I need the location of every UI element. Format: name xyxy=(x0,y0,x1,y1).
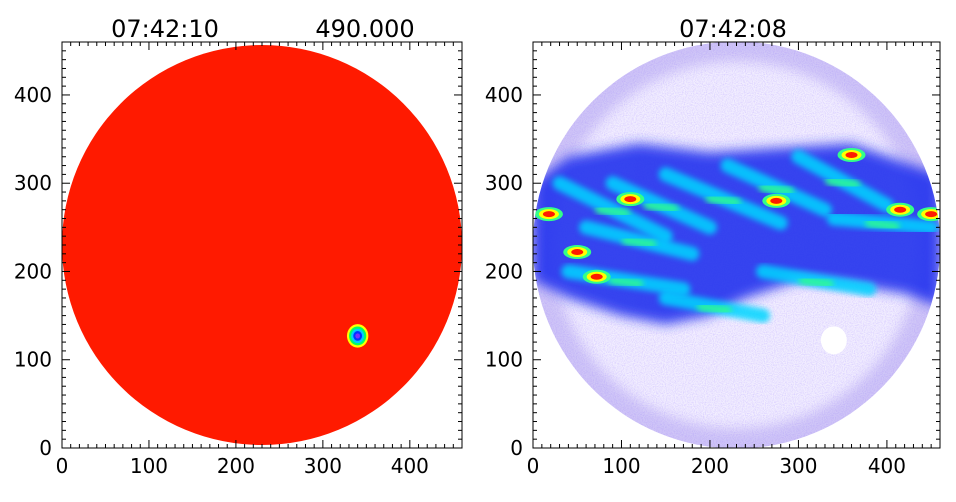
right-image xyxy=(533,41,940,449)
y-tick-label: 200 xyxy=(14,259,52,283)
aurora-core xyxy=(608,276,644,288)
x-tick-label: 0 xyxy=(527,454,540,478)
aurora-core xyxy=(759,183,794,196)
y-tick-label: 100 xyxy=(14,348,52,372)
hot-spot xyxy=(770,197,783,204)
aurora-core xyxy=(705,194,741,207)
hot-spot xyxy=(925,211,938,218)
left-disc xyxy=(62,45,462,445)
aurora-core xyxy=(798,276,834,288)
aurora-core xyxy=(697,302,732,315)
aurora-core xyxy=(644,201,679,213)
hot-spot xyxy=(542,211,555,218)
x-tick-label: 200 xyxy=(691,454,729,478)
y-tick-label: 100 xyxy=(485,348,523,372)
y-tick-label: 0 xyxy=(510,436,523,460)
y-tick-label: 0 xyxy=(39,436,52,460)
right-title-time: 07:42:08 xyxy=(679,15,787,43)
aurora-core xyxy=(825,177,860,189)
blank-spot xyxy=(820,326,847,355)
x-tick-label: 200 xyxy=(217,454,255,478)
y-tick-label: 300 xyxy=(485,171,523,195)
marker-ring xyxy=(355,333,360,339)
hot-spot xyxy=(624,196,637,203)
left-axes: 0 100 200 300 400 0 100 200 300 400 xyxy=(14,41,463,478)
x-tick-label: 400 xyxy=(391,454,429,478)
hot-spot xyxy=(845,151,858,158)
left-panel: 07:42:10 490.000 0 100 200 300 400 0 100 200 300… xyxy=(14,15,463,478)
aurora-core xyxy=(595,205,630,218)
aurora-core xyxy=(621,236,657,249)
y-tick-label: 300 xyxy=(14,171,52,195)
x-tick-label: 400 xyxy=(868,454,906,478)
x-tick-label: 300 xyxy=(304,454,342,478)
x-tick-label: 300 xyxy=(779,454,817,478)
hot-spot xyxy=(894,206,907,213)
right-axes: 0 100 200 300 400 0 100 200 300 400 xyxy=(485,41,941,478)
left-marker xyxy=(344,321,371,351)
hot-spot xyxy=(590,273,603,280)
y-tick-label: 400 xyxy=(14,83,52,107)
aurora-core xyxy=(865,218,900,231)
x-tick-label: 100 xyxy=(130,454,168,478)
left-title-time: 07:42:10 xyxy=(111,15,219,43)
right-panel: 07:42:08 0 100 200 300 400 0 100 200 300 400 xyxy=(485,15,941,478)
x-tick-label: 0 xyxy=(56,454,69,478)
y-tick-label: 400 xyxy=(485,83,523,107)
left-title-value: 490.000 xyxy=(315,15,414,43)
hot-spot xyxy=(571,249,584,256)
x-tick-label: 100 xyxy=(602,454,640,478)
y-tick-label: 200 xyxy=(485,259,523,283)
